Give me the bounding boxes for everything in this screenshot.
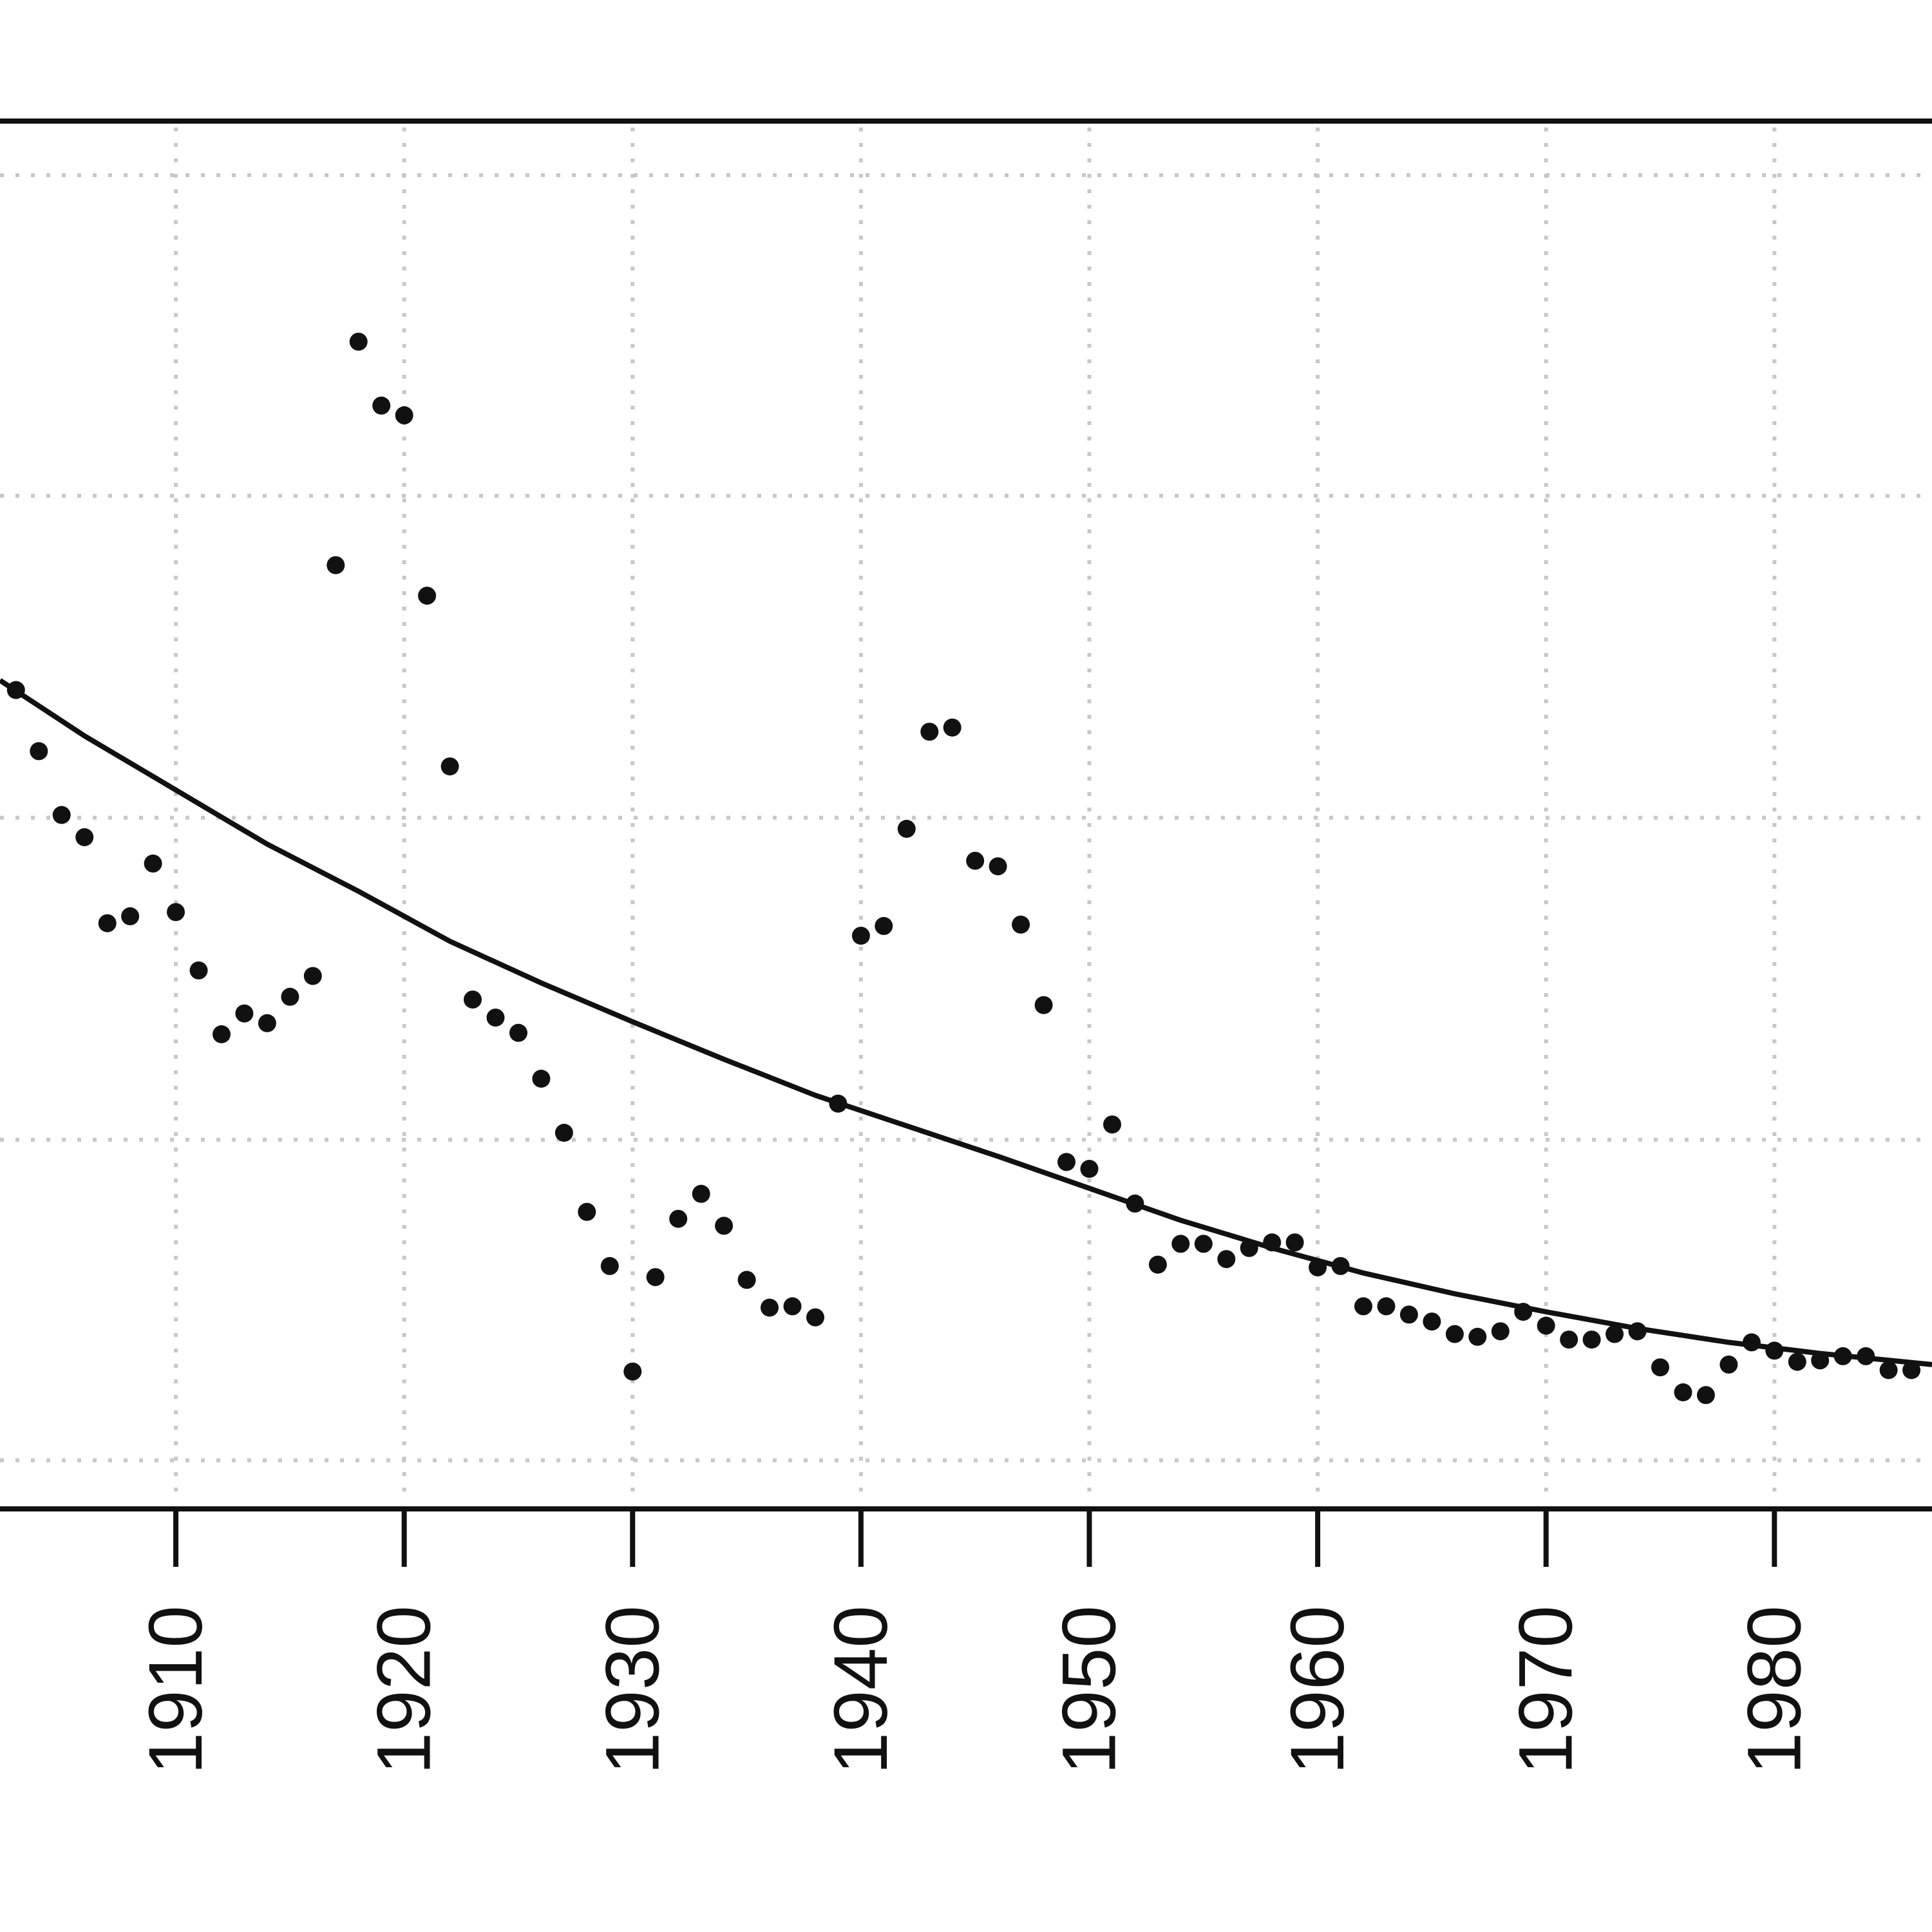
data-point-1984: [1857, 1347, 1875, 1365]
data-point-1958: [1263, 1233, 1282, 1252]
x-axis-tick-labels: 1910 1920 1930 1940 1950 1960 1970 1980: [133, 1605, 1817, 1775]
data-point-1943: [920, 723, 939, 741]
x-tick-label-1950: 1950: [1046, 1605, 1132, 1775]
data-point-1924: [486, 1009, 505, 1027]
x-tick-label-1910: 1910: [133, 1605, 218, 1775]
data-point-1916: [303, 967, 322, 985]
data-point-1978: [1719, 1355, 1738, 1374]
data-point-1918: [349, 332, 368, 351]
data-point-1968: [1491, 1322, 1510, 1341]
data-point-1917: [327, 556, 345, 574]
data-point-1922: [440, 757, 459, 776]
fit-curve: [0, 678, 1932, 1367]
data-point-1976: [1674, 1383, 1692, 1401]
data-point-1936: [761, 1298, 779, 1317]
data-point-1967: [1468, 1327, 1487, 1346]
data-point-1935: [737, 1271, 756, 1289]
data-point-1904: [30, 742, 48, 761]
data-point-1923: [464, 990, 482, 1009]
data-point-1951: [1103, 1115, 1121, 1134]
data-point-1963: [1377, 1297, 1396, 1316]
data-point-1966: [1445, 1325, 1464, 1343]
data-point-1910: [167, 903, 185, 922]
data-point-1972: [1582, 1331, 1601, 1349]
data-point-1905: [52, 806, 71, 824]
data-point-1969: [1514, 1303, 1533, 1321]
data-point-1911: [189, 961, 208, 980]
data-point-1928: [578, 1202, 596, 1221]
data-point-1914: [258, 1014, 276, 1032]
data-point-1945: [966, 851, 985, 870]
data-point-1977: [1696, 1386, 1715, 1405]
data-point-1952: [1126, 1194, 1144, 1213]
data-point-1939: [829, 1094, 848, 1113]
data-point-1931: [646, 1268, 665, 1287]
data-point-1942: [897, 820, 916, 838]
data-point-1953: [1148, 1255, 1167, 1274]
x-axis-ticks: [173, 1509, 1777, 1567]
data-point-1909: [144, 854, 162, 873]
data-point-1955: [1194, 1235, 1213, 1253]
data-point-1913: [235, 1004, 254, 1023]
x-tick-label-1980: 1980: [1732, 1605, 1817, 1775]
data-point-1982: [1811, 1351, 1830, 1370]
data-point-1971: [1560, 1331, 1578, 1349]
data-point-1948: [1034, 996, 1053, 1014]
data-point-1912: [213, 1025, 231, 1043]
data-point-1970: [1537, 1316, 1555, 1335]
data-point-1906: [75, 828, 94, 846]
data-point-1944: [943, 718, 961, 737]
data-point-1965: [1423, 1312, 1441, 1331]
data-point-1949: [1057, 1153, 1075, 1171]
data-point-1915: [281, 987, 299, 1006]
data-point-1973: [1605, 1325, 1624, 1343]
data-point-1960: [1309, 1258, 1327, 1276]
data-point-1926: [532, 1070, 551, 1088]
data-point-1975: [1651, 1358, 1669, 1377]
data-point-1950: [1080, 1160, 1099, 1178]
data-point-1920: [395, 406, 413, 424]
data-point-1974: [1628, 1322, 1647, 1341]
data-point-1941: [875, 916, 893, 935]
data-point-1933: [692, 1184, 710, 1203]
data-point-1956: [1217, 1250, 1236, 1269]
x-tick-label-1930: 1930: [590, 1605, 675, 1775]
data-point-1937: [783, 1297, 802, 1316]
x-tick-label-1920: 1920: [362, 1605, 447, 1775]
data-point-1986: [1902, 1361, 1921, 1379]
data-point-1983: [1833, 1347, 1852, 1365]
data-point-1964: [1399, 1305, 1418, 1324]
data-point-1946: [989, 857, 1007, 876]
data-point-1903: [6, 681, 25, 699]
data-point-1957: [1240, 1238, 1258, 1257]
data-point-1961: [1331, 1256, 1350, 1275]
data-point-1938: [806, 1308, 824, 1327]
data-point-1921: [418, 587, 437, 605]
data-point-1925: [509, 1023, 527, 1042]
data-points: [6, 332, 1921, 1405]
data-point-1919: [372, 396, 391, 415]
data-point-1954: [1171, 1235, 1190, 1253]
data-point-1947: [1012, 915, 1030, 934]
x-tick-label-1960: 1960: [1275, 1605, 1360, 1775]
data-point-1908: [121, 907, 140, 925]
vertical-gridlines: [174, 128, 1777, 1502]
data-point-1962: [1354, 1297, 1372, 1316]
x-tick-label-1940: 1940: [819, 1605, 904, 1775]
data-point-1980: [1765, 1341, 1784, 1360]
data-point-1934: [715, 1217, 734, 1235]
data-point-1959: [1285, 1233, 1304, 1252]
data-point-1930: [623, 1362, 642, 1381]
data-point-1981: [1788, 1352, 1806, 1371]
data-point-1932: [669, 1209, 688, 1228]
data-point-1929: [600, 1256, 619, 1275]
data-point-1940: [851, 927, 870, 945]
data-point-1979: [1742, 1333, 1761, 1352]
data-point-1907: [98, 914, 117, 933]
data-point-1985: [1879, 1361, 1898, 1379]
horizontal-gridlines: [0, 173, 1932, 1463]
x-tick-label-1970: 1970: [1504, 1605, 1589, 1775]
data-point-1927: [554, 1124, 573, 1142]
